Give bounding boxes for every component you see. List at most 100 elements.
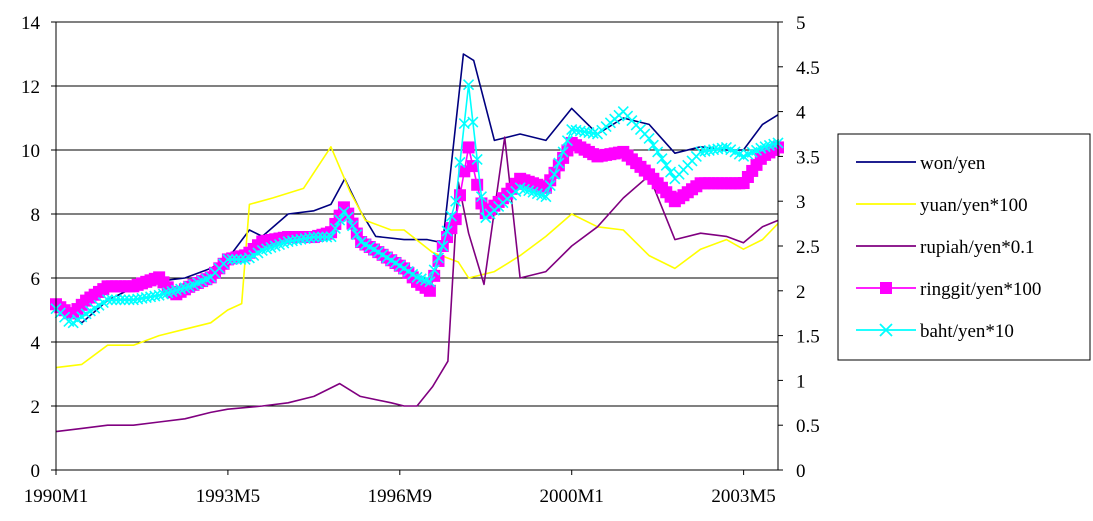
series-marker-x [295, 233, 307, 245]
series-marker-x [299, 232, 311, 245]
legend-label: ringgit/yen*100 [920, 279, 1041, 300]
series-marker-x [149, 290, 161, 302]
legend-item: baht/yen*10 [856, 321, 1014, 342]
right-tick-label: 0.5 [796, 416, 820, 437]
series-marker-x [428, 264, 440, 276]
series-marker-x [437, 240, 449, 252]
series-marker-x [106, 294, 118, 306]
x-tick-label: 2003M5 [711, 486, 775, 507]
series-marker-x [127, 294, 139, 306]
series-marker-x [102, 294, 114, 306]
series-marker-x [329, 222, 341, 234]
series-marker-x [132, 293, 144, 305]
series-marker-x [226, 253, 238, 266]
left-tick-label: 8 [31, 205, 41, 226]
series-1 [55, 146, 779, 369]
right-tick-label: 2 [796, 282, 806, 303]
legend: won/yen yuan/yen*100 rupiah/yen*0.1 ringgit… [837, 133, 1091, 361]
series-marker-x [660, 159, 672, 171]
series-marker-x [282, 235, 294, 248]
series-marker-x [579, 126, 591, 138]
series-marker-x [652, 146, 664, 158]
series-marker-x [553, 157, 565, 169]
series-marker-x [656, 153, 668, 165]
series-line [55, 136, 779, 433]
series-marker-x [587, 127, 599, 139]
series-marker-square [462, 141, 475, 154]
series-marker-x [699, 145, 711, 157]
series-marker-x [445, 210, 457, 222]
legend-label: won/yen [920, 153, 986, 174]
series-marker-x [235, 253, 247, 266]
series-marker-x [114, 294, 127, 306]
series-marker-x [583, 126, 595, 139]
series-marker-x [574, 125, 586, 137]
series-marker-x [475, 191, 488, 203]
series-marker-x [351, 228, 363, 241]
left-tick-label: 2 [31, 397, 41, 418]
series-marker-x [557, 146, 569, 158]
series-marker-square [471, 178, 484, 191]
series-marker-x [424, 276, 436, 288]
series-marker-square [466, 160, 479, 173]
left-tick-label: 12 [21, 77, 40, 98]
series-marker-x [707, 144, 720, 156]
right-tick-label: 2.5 [796, 237, 820, 258]
series-marker-x [144, 291, 157, 303]
series-marker-x [123, 294, 135, 306]
series-marker-x [230, 253, 243, 266]
legend-swatch-marker [880, 282, 892, 294]
series-marker-x [548, 168, 561, 180]
series-marker-x [291, 234, 303, 246]
right-tick-label: 4.5 [796, 58, 820, 79]
grid [56, 21, 778, 407]
axes: 0 2 4 6 8 10 12 14 0 0.5 1 1.5 2 2.5 3 3.5 4 4.5 5 1990M1 19… [21, 13, 820, 507]
series-marker-x [308, 231, 320, 243]
left-tick-label: 6 [31, 269, 41, 290]
series-marker-x [454, 156, 466, 168]
series-marker-x [712, 143, 724, 155]
legend-item: yuan/yen*100 [856, 195, 1028, 216]
legend-label: baht/yen*10 [920, 321, 1014, 342]
right-tick-label: 3.5 [796, 147, 820, 168]
series-marker-x [110, 294, 122, 306]
x-tick-label: 1990M1 [24, 486, 88, 507]
legend-item: won/yen [856, 153, 986, 174]
series-marker-x [467, 116, 479, 128]
series-marker-x [463, 79, 475, 91]
series-marker-x [140, 291, 152, 304]
x-tick-label: 2000M1 [540, 486, 604, 507]
series-marker-x [458, 117, 470, 130]
legend-item: rupiah/yen*0.1 [856, 237, 1035, 258]
series-layer [50, 53, 784, 433]
series-marker-square [423, 284, 436, 297]
series-marker-x [544, 179, 556, 192]
right-tick-label: 0 [796, 461, 806, 482]
left-tick-label: 4 [31, 333, 41, 354]
left-tick-label: 10 [21, 141, 40, 162]
series-marker-x [316, 231, 329, 243]
left-tick-label: 14 [21, 13, 41, 34]
series-marker-x [716, 142, 728, 154]
legend-swatch-marker [879, 323, 893, 337]
series-3 [50, 136, 784, 320]
series-marker-x [334, 214, 346, 226]
series-marker-x [471, 153, 483, 165]
series-4 [50, 79, 784, 329]
right-tick-label: 3 [796, 192, 806, 213]
series-marker-x [346, 220, 359, 232]
series-marker-x [561, 135, 573, 147]
legend-label: rupiah/yen*0.1 [920, 237, 1035, 258]
series-marker-x [566, 123, 578, 136]
series-line [55, 146, 779, 369]
series-marker-x [570, 124, 582, 136]
series-marker-x [325, 231, 337, 243]
series-marker-x [136, 292, 148, 304]
series-marker-x [119, 294, 131, 306]
series-marker-x [540, 191, 552, 203]
right-tick-label: 1.5 [796, 327, 820, 348]
series-marker-x [432, 252, 445, 264]
x-tick-label: 1993M5 [196, 486, 260, 507]
left-tick-label: 0 [31, 461, 41, 482]
